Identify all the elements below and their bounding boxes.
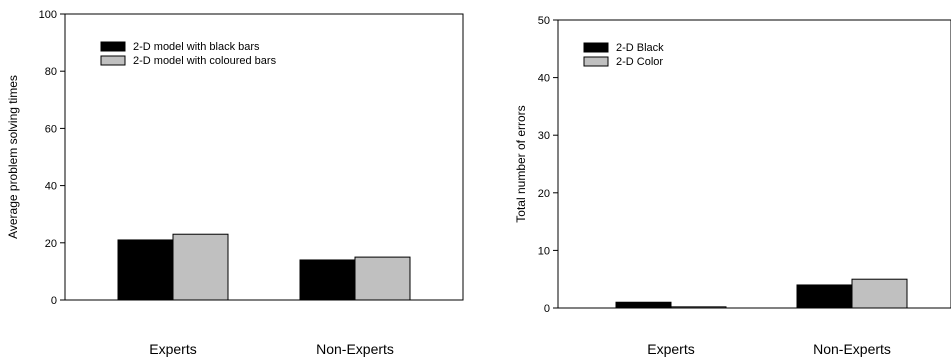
y-tick-label: 10 xyxy=(538,245,550,257)
legend-swatch xyxy=(583,56,609,67)
category-label: Non-Experts xyxy=(316,341,394,357)
legend-label: 2-D model with coloured bars xyxy=(133,55,277,67)
legend-swatch xyxy=(100,41,126,52)
category-label: Non-Experts xyxy=(813,341,891,357)
legend-swatch xyxy=(100,55,126,66)
y-tick-label: 20 xyxy=(538,188,550,200)
y-axis-title: Average problem solving times xyxy=(6,75,20,239)
y-axis-title: Total number of errors xyxy=(514,105,528,222)
y-tick-label: 30 xyxy=(538,130,550,142)
legend-swatch xyxy=(583,42,609,53)
bar-black-experts xyxy=(117,239,174,301)
y-tick-label: 100 xyxy=(39,9,57,21)
bar-grey-experts xyxy=(670,306,727,309)
legend-label: 2-D Color xyxy=(616,56,663,68)
plot-frame xyxy=(64,13,464,301)
category-label: Experts xyxy=(149,341,196,357)
y-tick-label: 40 xyxy=(538,73,550,85)
bar-grey-non-experts xyxy=(851,278,908,309)
y-tick-label: 50 xyxy=(538,15,550,27)
legend-label: 2-D Black xyxy=(616,42,664,54)
category-label: Experts xyxy=(647,341,694,357)
y-tick-label: 20 xyxy=(45,238,57,250)
bar-grey-non-experts xyxy=(354,256,411,301)
y-tick-label: 40 xyxy=(45,181,57,193)
y-tick-label: 0 xyxy=(51,295,57,307)
plot-frame xyxy=(557,19,951,309)
bar-black-non-experts xyxy=(796,284,853,309)
bar-black-non-experts xyxy=(299,259,356,301)
y-tick-label: 60 xyxy=(45,123,57,135)
bar-black-experts xyxy=(615,301,672,309)
y-tick-label: 80 xyxy=(45,66,57,78)
chart-total-errors: 0 10 20 30 40 50 Total number of errors Experts… xyxy=(514,15,951,357)
legend-label: 2-D model with black bars xyxy=(133,41,260,53)
y-tick-label: 0 xyxy=(544,303,550,315)
bar-grey-experts xyxy=(172,233,229,301)
chart-problem-solving-times: 0 20 40 60 80 100 Average problem solving time… xyxy=(6,9,464,357)
